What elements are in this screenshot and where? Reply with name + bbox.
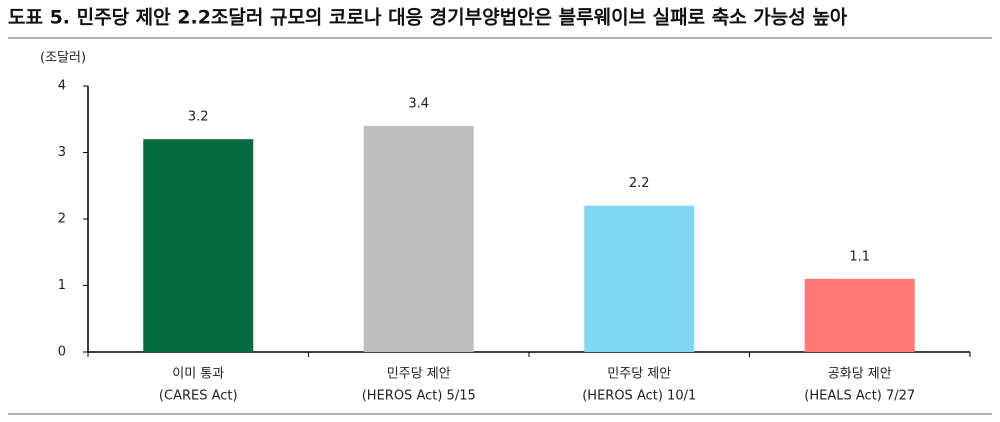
bar <box>804 278 915 352</box>
x-tick-label: 공화당 제안 <box>828 367 892 382</box>
x-tick-label: (CARES Act) <box>159 389 238 404</box>
data-label: 3.4 <box>408 96 429 111</box>
bar <box>363 125 474 353</box>
x-tick-label: 이미 통과 <box>172 367 224 382</box>
y-tick-label: 2 <box>58 212 66 227</box>
x-tick-label: (HEROS Act) 5/15 <box>362 389 476 404</box>
data-label: 1.1 <box>849 249 870 264</box>
y-tick-label: 4 <box>58 79 66 94</box>
x-tick-label: 민주당 제안 <box>387 367 451 382</box>
y-tick-label: 1 <box>58 278 66 293</box>
x-tick-label: 민주당 제안 <box>607 367 671 382</box>
data-label: 3.2 <box>188 110 209 125</box>
bar <box>584 205 695 352</box>
bar <box>143 139 254 352</box>
y-tick-label: 3 <box>58 145 66 160</box>
y-axis-unit: (조달러) <box>40 51 86 66</box>
x-tick-label: (HEROS Act) 10/1 <box>582 389 696 404</box>
data-label: 2.2 <box>629 176 650 191</box>
x-tick-label: (HEALS Act) 7/27 <box>804 389 915 404</box>
chart-title: 도표 5. 민주당 제안 2.2조달러 규모의 코로나 대응 경기부양법안은 블… <box>8 7 848 29</box>
y-tick-label: 0 <box>58 345 66 360</box>
